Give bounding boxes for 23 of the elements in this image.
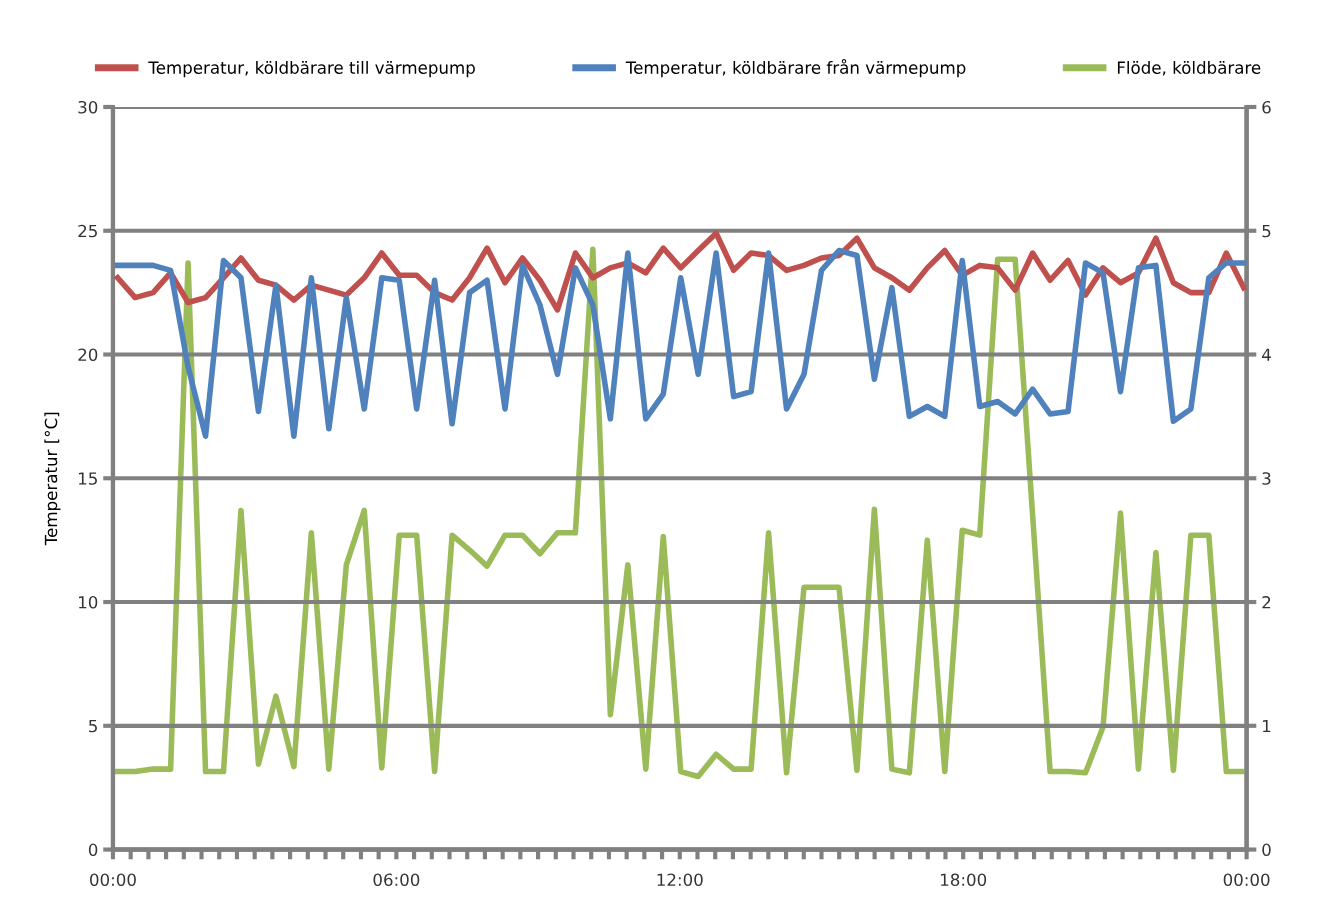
y2-tick-label: 2 xyxy=(1262,595,1271,609)
y2-tick-label: 1 xyxy=(1263,719,1271,733)
y-tick-label: 25 xyxy=(78,224,97,238)
x-tick-label: 00:00 xyxy=(1223,873,1270,887)
x-tick-label: 12:00 xyxy=(657,873,703,887)
y2-tick-label: 0 xyxy=(1262,843,1271,857)
y-tick-label: 30 xyxy=(78,100,98,114)
y-tick-label: 10 xyxy=(79,595,98,609)
y-tick-label: 20 xyxy=(78,348,98,362)
x-tick-label: 18:00 xyxy=(941,873,987,887)
legend-label: Temperatur, köldbärare från värmepump xyxy=(625,59,966,78)
y-axis-title: Temperatur [°C] xyxy=(44,412,61,546)
legend-label: Temperatur, köldbärare till värmepump xyxy=(148,61,475,78)
y-tick-label: 15 xyxy=(79,472,97,485)
y-tick-label: 5 xyxy=(89,719,97,733)
x-tick-label: 00:00 xyxy=(90,873,136,887)
y2-tick-label: 6 xyxy=(1262,100,1271,114)
y2-tick-label: 3 xyxy=(1262,472,1271,485)
y2-tick-label: 5 xyxy=(1262,224,1271,238)
y-tick-label: 0 xyxy=(88,843,98,857)
x-tick-label: 06:00 xyxy=(373,873,420,887)
y2-tick-label: 4 xyxy=(1262,348,1271,361)
legend-label: Flöde, köldbärare xyxy=(1117,61,1261,76)
